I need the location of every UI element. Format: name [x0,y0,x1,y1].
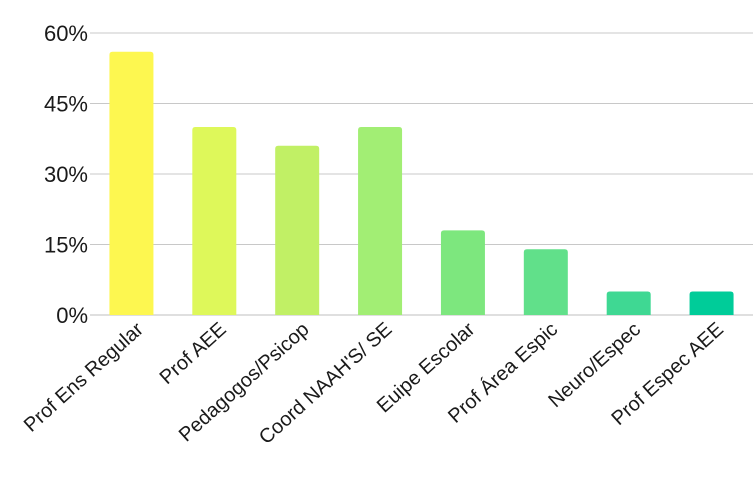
x-tick-label: Prof Ens Regular [20,318,148,436]
bar-3 [275,145,320,315]
gridlines [90,32,753,316]
bars [109,51,734,316]
bar-6 [523,249,568,315]
y-tick-label: 30% [44,162,88,187]
y-tick-label: 60% [44,21,88,46]
bar-7 [606,291,651,315]
y-tick-label: 15% [44,233,88,258]
y-tick-label: 0% [56,303,88,328]
bar-2 [192,127,237,315]
x-tick-label: Prof AEE [156,318,231,389]
y-tick-label: 45% [44,92,88,117]
bar-8 [689,291,734,315]
bar-5 [440,230,485,315]
bar-4 [358,127,403,315]
x-axis-tick-labels: Prof Ens Regular Prof AEEPedagogos/Psicop… [20,318,728,449]
y-axis-tick-labels: 0% 15% 30% 45% 60% [44,21,88,328]
bar-1 [109,51,154,316]
